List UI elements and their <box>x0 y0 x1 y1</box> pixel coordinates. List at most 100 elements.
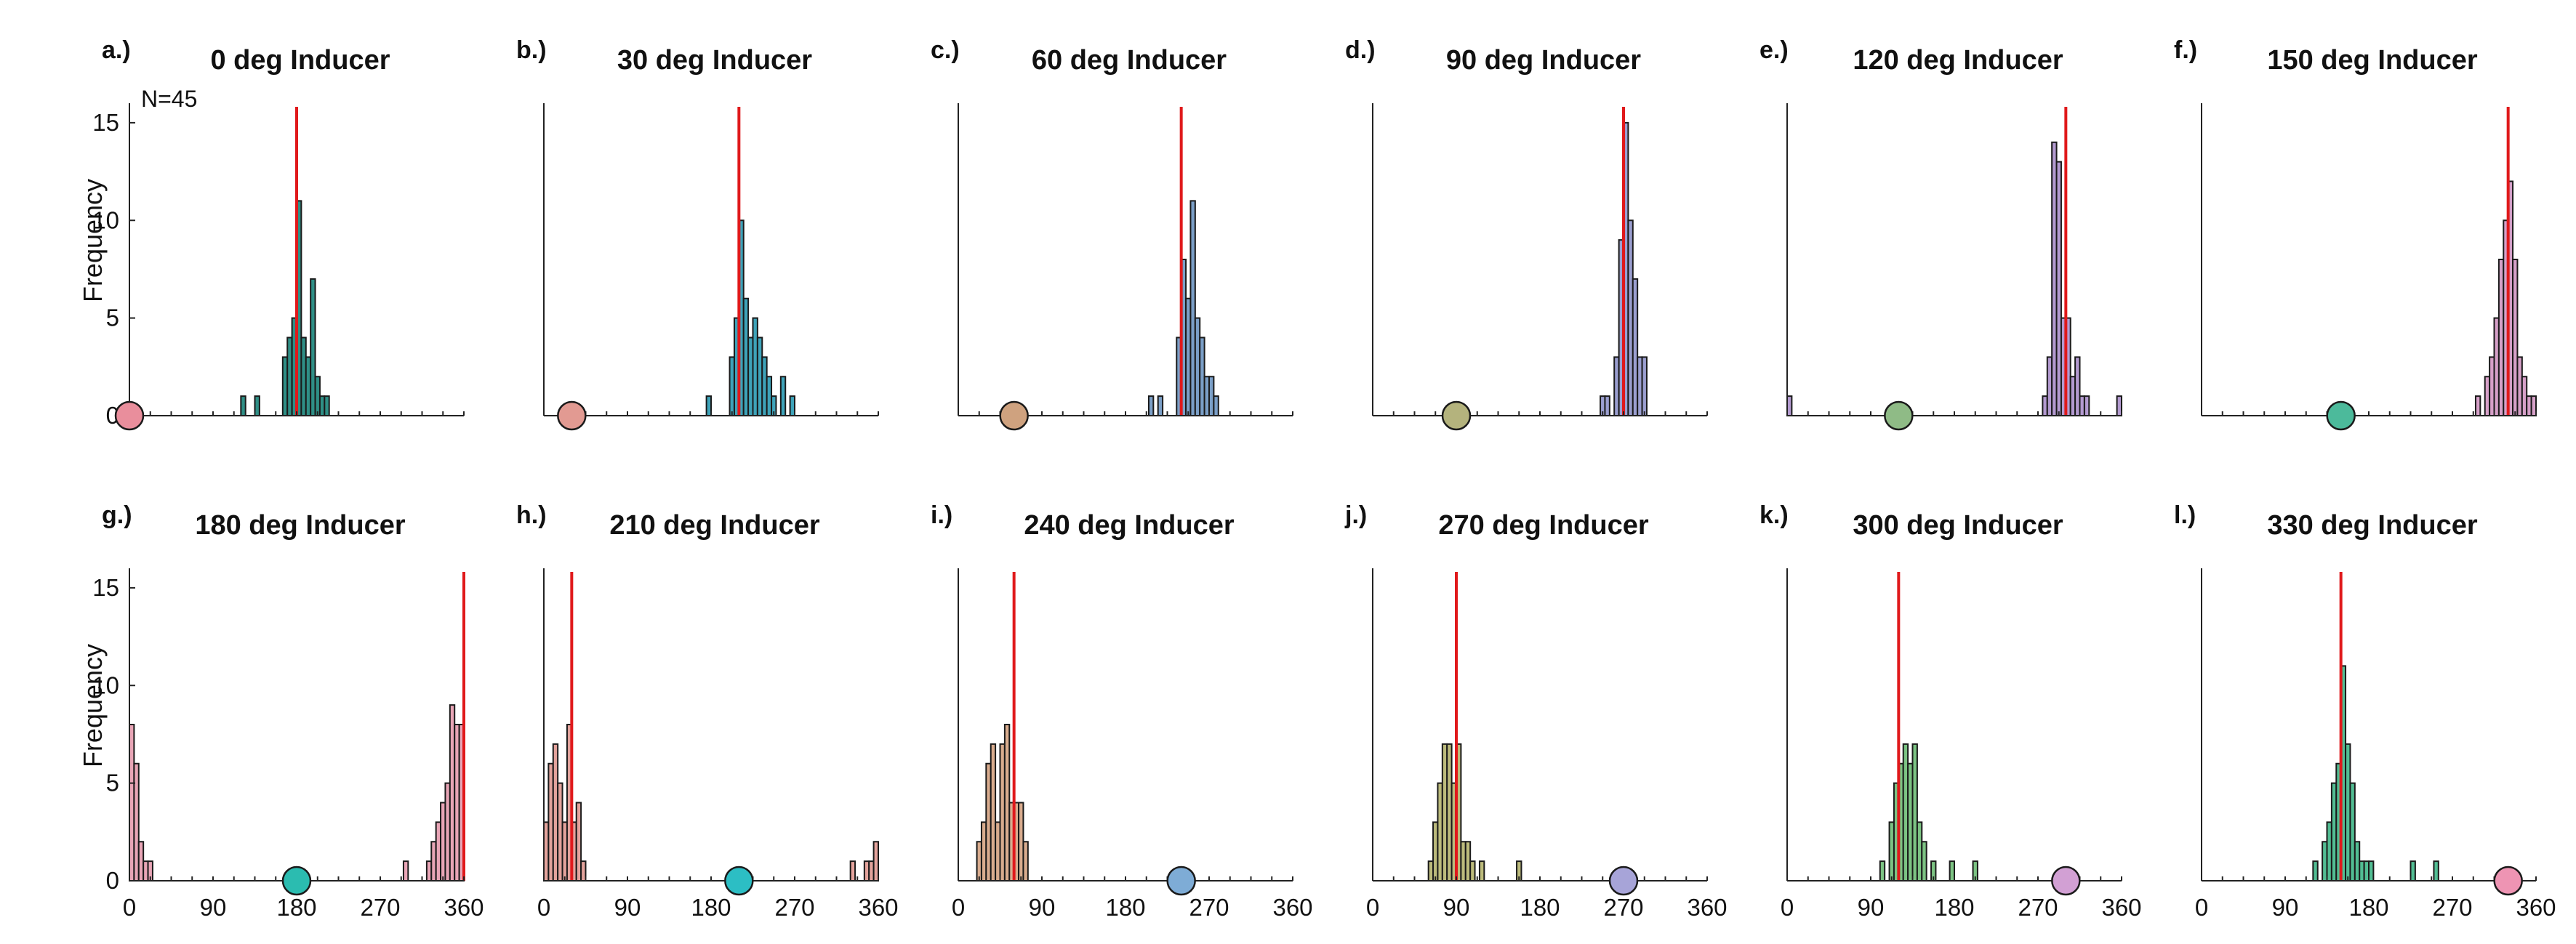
histogram-bar <box>1157 395 1164 416</box>
histogram-svg <box>2201 103 2537 431</box>
histogram-bar <box>402 860 409 882</box>
x-tick-label: 360 <box>2101 894 2141 921</box>
histogram-bar <box>240 395 246 416</box>
panel-title: 120 deg Inducer <box>1853 45 2063 76</box>
x-tick-label: 270 <box>2432 894 2472 921</box>
panel-letter: d.) <box>1345 36 1376 64</box>
inducer-marker <box>114 400 145 431</box>
x-tick-label: 180 <box>691 894 731 921</box>
x-tick-label: 90 <box>1443 894 1470 921</box>
histogram-bar <box>1213 395 1219 416</box>
histogram-svg: 0 90 180 270 360 <box>1366 568 1728 921</box>
histogram-bar <box>872 841 880 882</box>
inducer-marker <box>281 866 312 896</box>
inducer-marker <box>2493 866 2523 896</box>
x-tick-label: 90 <box>1858 894 1885 921</box>
inducer-marker <box>724 866 754 896</box>
inducer-marker <box>2326 400 2356 431</box>
inducer-marker <box>1884 400 1914 431</box>
y-axis-label: Frequency <box>78 643 108 768</box>
y-tick-label: 5 <box>106 304 119 331</box>
histogram-svg: 0 90 180 270 360 <box>537 568 899 921</box>
x-tick-label: 270 <box>2018 894 2058 921</box>
histogram-bar <box>1022 841 1029 882</box>
chart-panel: b.) 30 deg Inducer <box>516 22 951 458</box>
histogram-svg <box>543 103 879 431</box>
histogram-bar <box>1879 860 1886 882</box>
panel-letter: g.) <box>102 501 132 529</box>
x-tick-label: 270 <box>360 894 400 921</box>
chart-panel: g.) 180 deg Inducer Frequency 0 5 10 15 0 90 180 2… <box>78 487 537 923</box>
x-tick-label: 180 <box>2348 894 2388 921</box>
x-tick-label: 0 <box>2195 894 2208 921</box>
panel-title: 150 deg Inducer <box>2267 45 2478 76</box>
panel-title: 60 deg Inducer <box>1031 45 1227 76</box>
y-tick-label: 10 <box>92 206 119 233</box>
panel-title: 30 deg Inducer <box>617 45 813 76</box>
x-tick-label: 0 <box>1781 894 1794 921</box>
x-tick-label: 180 <box>1934 894 1974 921</box>
panel-title: 210 deg Inducer <box>609 510 820 541</box>
panel-title: 180 deg Inducer <box>195 510 406 541</box>
x-tick-label: 180 <box>1105 894 1145 921</box>
chart-panel: k.) 300 deg Inducer 0 90 180 270 360 <box>1760 487 2194 923</box>
histogram-bar <box>1641 356 1648 416</box>
histogram-svg: 0 90 180 270 360 <box>1781 568 2142 921</box>
chart-panel: e.) 120 deg Inducer <box>1760 22 2194 458</box>
inducer-marker <box>999 400 1029 431</box>
x-tick-label: 180 <box>1520 894 1560 921</box>
x-tick-label: 90 <box>2272 894 2299 921</box>
histogram-bar <box>1147 395 1155 416</box>
panel-letter: a.) <box>102 36 131 64</box>
panel-letter: j.) <box>1345 501 1368 529</box>
histogram-bar <box>1469 860 1476 882</box>
histogram-bar <box>2312 860 2319 882</box>
panel-title: 90 deg Inducer <box>1445 45 1642 76</box>
x-tick-label: 360 <box>444 894 483 921</box>
panel-letter: c.) <box>931 36 960 64</box>
histogram-svg: 0 90 180 270 360 <box>952 568 1313 921</box>
panel-title: 0 deg Inducer <box>210 45 390 76</box>
panel-title: 240 deg Inducer <box>1024 510 1235 541</box>
x-tick-label: 360 <box>2516 894 2556 921</box>
x-tick-label: 270 <box>1603 894 1643 921</box>
chart-panel: a.) 0 deg Inducer N=45 Frequency 0 5 10 15 <box>78 22 537 458</box>
x-tick-label: 360 <box>858 894 898 921</box>
chart-panel: h.) 210 deg Inducer 0 90 180 270 360 <box>516 487 951 923</box>
histogram-bar <box>1478 860 1485 882</box>
histogram-bar <box>1604 395 1610 416</box>
y-tick-label: 0 <box>106 867 119 894</box>
x-tick-label: 270 <box>1189 894 1229 921</box>
x-tick-label: 270 <box>774 894 814 921</box>
chart-panel: j.) 270 deg Inducer 0 90 180 270 360 <box>1345 487 1780 923</box>
panel-letter: l.) <box>2174 501 2196 529</box>
panel-letter: b.) <box>516 36 547 64</box>
histogram-svg: 0 5 10 15 <box>92 103 465 431</box>
x-tick-label: 0 <box>952 894 965 921</box>
inducer-marker <box>1608 866 1639 896</box>
chart-panel: f.) 150 deg Inducer <box>2174 22 2576 458</box>
panel-letter: f.) <box>2174 36 2198 64</box>
x-tick-label: 180 <box>276 894 316 921</box>
histogram-svg <box>1786 103 2123 431</box>
histogram-bar <box>2083 395 2090 416</box>
histogram-bar <box>1921 841 1927 882</box>
inducer-marker <box>2051 866 2081 896</box>
chart-panel: l.) 330 deg Inducer 0 90 180 270 360 <box>2174 487 2576 923</box>
inducer-marker <box>557 400 587 431</box>
sample-size-label: N=45 <box>141 86 198 112</box>
panel-letter: e.) <box>1760 36 1789 64</box>
panel-letter: i.) <box>931 501 953 529</box>
panel-letter: k.) <box>1760 501 1789 529</box>
histogram-svg: 0 90 180 270 360 <box>2195 568 2556 921</box>
y-tick-label: 0 <box>106 402 119 429</box>
panel-title: 300 deg Inducer <box>1853 510 2063 541</box>
panel-title: 330 deg Inducer <box>2267 510 2478 541</box>
x-tick-label: 90 <box>1029 894 1056 921</box>
x-tick-label: 90 <box>200 894 227 921</box>
inducer-marker <box>1166 866 1196 896</box>
histogram-bar <box>2474 395 2481 416</box>
histogram-svg: 0 5 10 15 0 90 180 270 360 <box>92 568 484 921</box>
histogram-bar <box>324 395 330 416</box>
